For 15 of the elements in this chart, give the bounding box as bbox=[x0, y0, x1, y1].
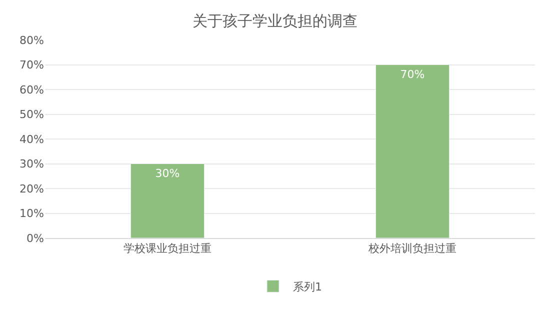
y-tick-label: 10% bbox=[20, 207, 44, 220]
y-tick-label: 80% bbox=[20, 34, 44, 47]
y-tick-label: 20% bbox=[20, 182, 44, 196]
y-tick-label: 0% bbox=[26, 232, 44, 245]
text: 70% bbox=[400, 68, 425, 81]
x-tick-label: 校外培训负担过重 bbox=[368, 242, 456, 256]
y-tick-label: 50% bbox=[20, 108, 44, 122]
y-tick-label: 30% bbox=[20, 158, 44, 171]
x-tick-label: 学校课业负担过重 bbox=[124, 242, 212, 256]
legend-label: 系列1 bbox=[293, 280, 322, 294]
text: 30% bbox=[155, 166, 180, 180]
y-tick-label: 70% bbox=[20, 58, 44, 72]
y-tick-label: 40% bbox=[20, 132, 44, 146]
chart-title: 关于孩子学业负担的调查 bbox=[192, 12, 358, 30]
y-tick-label: 60% bbox=[20, 83, 44, 96]
